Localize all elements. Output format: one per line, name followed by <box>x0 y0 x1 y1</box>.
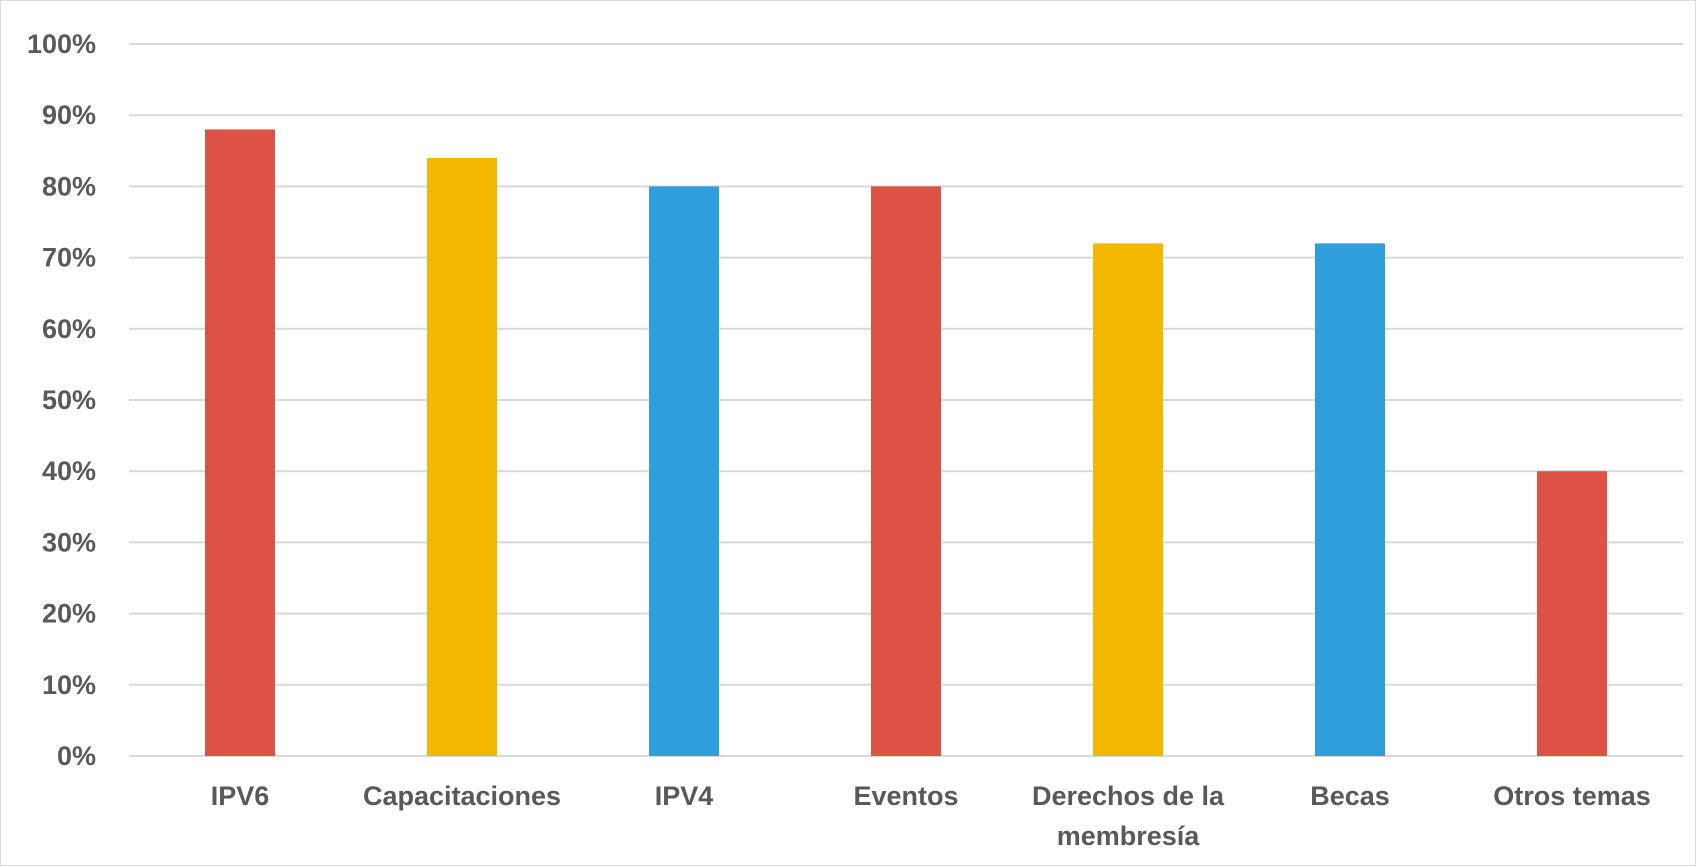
x-category-label: Otros temas <box>1493 781 1651 811</box>
y-tick-label: 80% <box>42 171 96 201</box>
y-tick-label: 90% <box>42 100 96 130</box>
x-axis-category-labels: IPV6 Capacitaciones IPV4 Eventos Derechos de… <box>211 781 1651 851</box>
bar <box>649 186 719 756</box>
bars <box>205 129 1607 757</box>
y-tick-label: 10% <box>42 670 96 700</box>
y-tick-label: 20% <box>42 599 96 629</box>
y-tick-label: 60% <box>42 314 96 344</box>
bar <box>427 157 497 757</box>
y-tick-label: 0% <box>57 741 96 771</box>
y-tick-label: 50% <box>42 385 96 415</box>
x-category-label: Eventos <box>853 781 958 811</box>
x-category-label: Derechos de la membresía <box>1032 781 1225 851</box>
bar <box>871 186 941 756</box>
bar <box>1537 471 1607 756</box>
y-tick-label: 30% <box>42 527 96 557</box>
bar <box>205 129 275 756</box>
x-category-label: IPV6 <box>211 781 270 811</box>
y-axis-tick-labels: 0% 10% 20% 30% 40% 50% 60% 70% 80% 90% 100% <box>27 29 96 771</box>
y-tick-label: 40% <box>42 456 96 486</box>
y-tick-label: 100% <box>27 29 96 59</box>
bar <box>1093 243 1163 757</box>
bar <box>1315 243 1385 757</box>
x-category-label: Becas <box>1310 781 1390 811</box>
x-category-label: Capacitaciones <box>363 781 561 811</box>
x-category-label: IPV4 <box>655 781 714 811</box>
y-tick-label: 70% <box>42 243 96 273</box>
